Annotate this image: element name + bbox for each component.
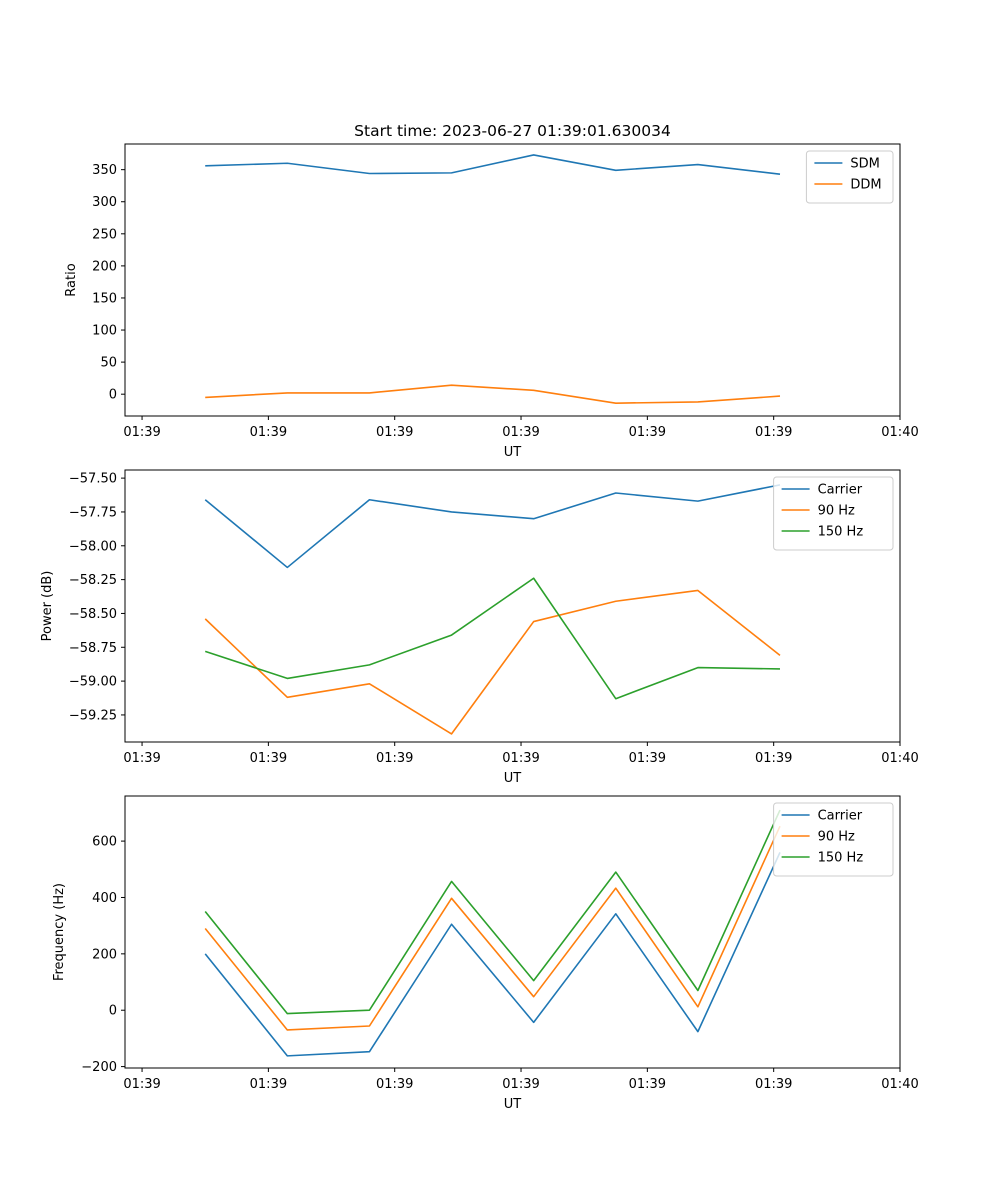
y-tick-label: 600 bbox=[92, 835, 117, 850]
y-tick-label: −58.00 bbox=[69, 539, 117, 554]
chart-panel-3: 01:39 01:39 01:39 01:39 01:39 01:39 01:40 −200 0… bbox=[52, 795, 919, 1112]
y-axis-label: Power (dB) bbox=[40, 571, 55, 642]
x-axis-label: UT bbox=[504, 445, 522, 460]
y-tick-label: −200 bbox=[81, 1060, 117, 1075]
y-axis-label: Frequency (Hz) bbox=[52, 883, 67, 981]
y-tick-label: 0 bbox=[109, 388, 117, 403]
series-line-sdm bbox=[205, 154, 781, 175]
y-tick-label: 150 bbox=[92, 291, 117, 306]
series-line-90-hz bbox=[204, 589, 781, 735]
x-tick-label: 01:40 bbox=[881, 751, 918, 766]
legend-label: 90 Hz bbox=[818, 830, 855, 845]
chart-panel-1: 01:39 01:39 01:39 01:39 01:39 01:39 01:40 0 50 10… bbox=[64, 143, 919, 460]
series-line-90-hz bbox=[204, 825, 781, 1031]
series-line-150-hz bbox=[204, 809, 781, 1015]
y-tick-label: 250 bbox=[92, 227, 117, 242]
y-tick-label: 300 bbox=[92, 195, 117, 210]
x-axis-label: UT bbox=[504, 771, 522, 786]
figure-title: Start time: 2023-06-27 01:39:01.630034 bbox=[354, 122, 671, 140]
y-tick-label: −59.25 bbox=[69, 708, 117, 723]
y-tick-label: 200 bbox=[92, 259, 117, 274]
x-tick-label: 01:39 bbox=[629, 1077, 666, 1092]
y-tick-label: −57.75 bbox=[69, 505, 117, 520]
legend-label: 150 Hz bbox=[818, 851, 864, 866]
legend-label: Carrier bbox=[818, 809, 863, 824]
y-tick-label: 100 bbox=[92, 324, 117, 339]
legend: Carrier 90 Hz 150 Hz bbox=[773, 476, 894, 551]
legend-label: DDM bbox=[850, 178, 881, 193]
x-tick-label: 01:39 bbox=[502, 425, 539, 440]
axes-frame bbox=[124, 469, 901, 743]
y-tick-label: −59.00 bbox=[69, 675, 117, 690]
legend-label: 90 Hz bbox=[818, 504, 855, 519]
series-line-150-hz bbox=[204, 577, 781, 700]
x-tick-label: 01:40 bbox=[881, 1077, 918, 1092]
y-tick-label: 50 bbox=[100, 356, 117, 371]
x-tick-label: 01:39 bbox=[629, 425, 666, 440]
chart-panel-2: 01:39 01:39 01:39 01:39 01:39 01:39 01:40 −57.5… bbox=[40, 469, 919, 786]
y-tick-label: 400 bbox=[92, 891, 117, 906]
x-tick-label: 01:39 bbox=[502, 1077, 539, 1092]
y-tick-label: −58.25 bbox=[69, 573, 117, 588]
legend-label: Carrier bbox=[818, 483, 863, 498]
x-tick-label: 01:39 bbox=[250, 425, 287, 440]
x-tick-label: 01:39 bbox=[376, 425, 413, 440]
legend-label: SDM bbox=[850, 157, 879, 172]
y-tick-label: 350 bbox=[92, 163, 117, 178]
y-tick-label: 0 bbox=[109, 1004, 117, 1019]
legend-label: 150 Hz bbox=[818, 525, 864, 540]
x-axis-label: UT bbox=[504, 1097, 522, 1112]
x-tick-label: 01:39 bbox=[123, 751, 160, 766]
y-tick-label: 200 bbox=[92, 947, 117, 962]
x-tick-label: 01:39 bbox=[250, 1077, 287, 1092]
axes-frame bbox=[124, 795, 901, 1069]
panels: 01:39 01:39 01:39 01:39 01:39 01:39 01:40 0 50 10… bbox=[40, 143, 919, 1112]
x-tick-label: 01:39 bbox=[755, 751, 792, 766]
legend: SDM DDM bbox=[805, 150, 894, 204]
x-tick-label: 01:40 bbox=[881, 425, 918, 440]
y-tick-label: −58.50 bbox=[69, 607, 117, 622]
x-tick-label: 01:39 bbox=[376, 1077, 413, 1092]
y-axis-label: Ratio bbox=[64, 263, 79, 296]
y-tick-label: −57.50 bbox=[69, 472, 117, 487]
legend-box bbox=[805, 150, 894, 204]
legend: Carrier 90 Hz 150 Hz bbox=[773, 802, 894, 877]
y-tick-label: −58.75 bbox=[69, 641, 117, 656]
x-tick-label: 01:39 bbox=[755, 425, 792, 440]
x-tick-label: 01:39 bbox=[502, 751, 539, 766]
axes-frame bbox=[124, 143, 901, 417]
x-tick-label: 01:39 bbox=[376, 751, 413, 766]
series-line-ddm bbox=[205, 384, 781, 404]
series-line-carrier bbox=[204, 484, 781, 569]
x-tick-label: 01:39 bbox=[629, 751, 666, 766]
x-tick-label: 01:39 bbox=[755, 1077, 792, 1092]
series-line-carrier bbox=[204, 852, 781, 1057]
x-tick-label: 01:39 bbox=[250, 751, 287, 766]
x-tick-label: 01:39 bbox=[123, 425, 160, 440]
x-tick-label: 01:39 bbox=[123, 1077, 160, 1092]
